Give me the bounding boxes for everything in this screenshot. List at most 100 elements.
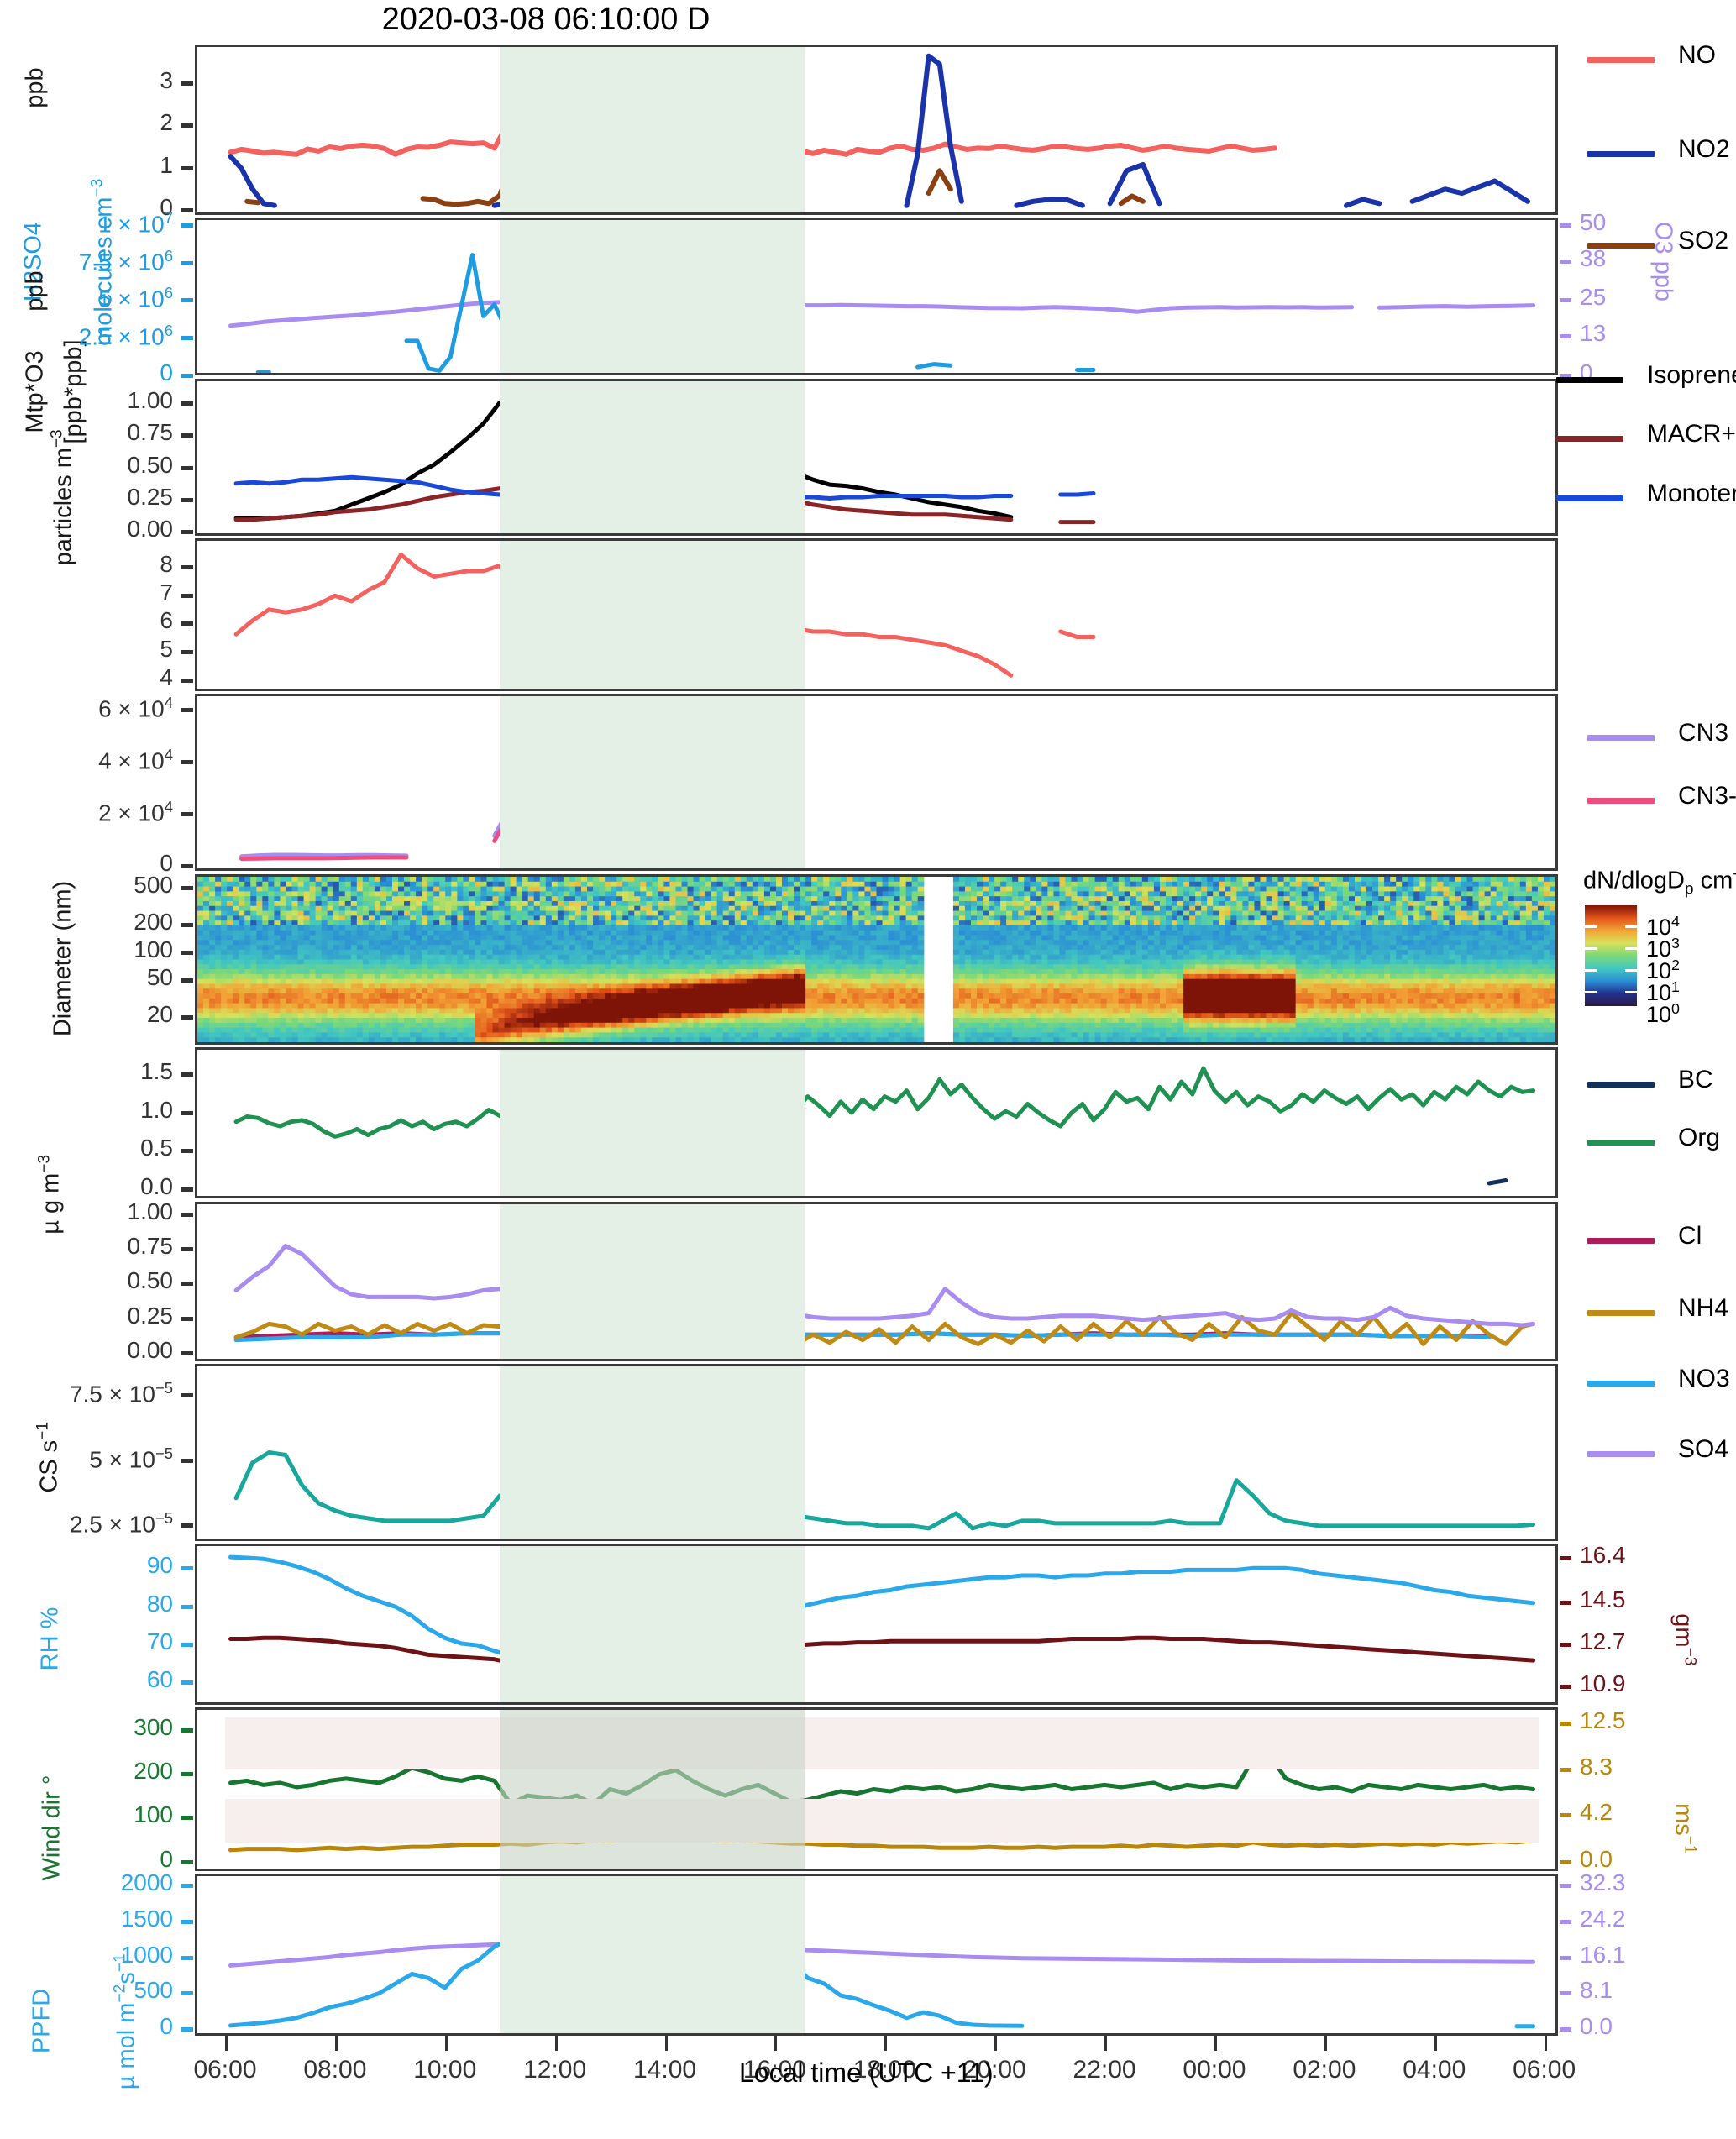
y-tick-mark-right (1560, 1768, 1571, 1772)
y-tick-mark-right (1560, 1991, 1571, 1995)
legend-label-macr-mvk: MACR+MVK (1647, 420, 1736, 448)
y-tick-mark (181, 166, 193, 170)
x-tick-mark (1545, 2036, 1547, 2051)
y-tick-mark (181, 223, 193, 228)
y-tick-mark-right (1560, 1643, 1571, 1647)
y-tick-label: 1.00 (0, 387, 173, 414)
colorbar-tick-mark (1625, 925, 1637, 928)
y-tick-label: 4 × 104 (0, 746, 173, 774)
y-tick-label: 2.5 × 10−5 (0, 1509, 173, 1538)
y-tick-mark (181, 1860, 193, 1864)
colorbar-tick-mark (1625, 991, 1637, 993)
colorbar-title: dN/dlogDp cm−3 (1583, 866, 1736, 899)
panel-ppfd (195, 1874, 1558, 2036)
colorbar-tick-mark (1585, 925, 1597, 928)
y-tick-mark (181, 621, 193, 626)
y-tick-mark (181, 1816, 193, 1820)
y-tick-mark-right (1560, 1860, 1571, 1864)
y-tick-label: 6 (0, 607, 173, 634)
y-tick-mark (181, 760, 193, 764)
y-tick-mark (181, 1247, 193, 1251)
event-shading (500, 1710, 805, 1869)
y-tick-mark-right (1560, 1601, 1571, 1605)
y-tick-mark-right (1560, 223, 1571, 228)
ylabel-o3: O3 ppb (1649, 195, 1677, 329)
y-tick-mark-right (1560, 1685, 1571, 1689)
y-tick-mark (181, 679, 193, 683)
legend-label-no2: NO2 (1678, 135, 1730, 164)
y-tick-label: 8 (0, 551, 173, 578)
legend-swatch-so2 (1587, 243, 1655, 249)
y-tick-mark (181, 565, 193, 569)
y-tick-mark (181, 650, 193, 654)
legend-swatch-cn3-cn14 (1587, 798, 1655, 804)
y-tick-label: 200 (0, 909, 173, 936)
y-tick-mark (181, 1728, 193, 1733)
legend-label-bc: BC (1678, 1066, 1713, 1094)
y-tick-label-right: 16.4 (1580, 1542, 1626, 1569)
y-tick-mark (181, 1282, 193, 1286)
panel-bc-org (195, 1047, 1558, 1198)
y-tick-mark-right (1560, 1556, 1571, 1560)
x-tick-mark (1324, 2036, 1327, 2051)
legend-swatch-cn3 (1587, 735, 1655, 741)
panel-cs (195, 1364, 1558, 1541)
x-tick-mark (555, 2036, 558, 2051)
y-tick-mark (181, 1459, 193, 1463)
y-tick-mark-right (1560, 334, 1571, 338)
y-tick-mark (181, 261, 193, 265)
event-shading (500, 1204, 805, 1359)
legend-swatch-monoterpenes (1556, 495, 1623, 501)
y-tick-mark (181, 1956, 193, 1960)
y-tick-mark (181, 1393, 193, 1397)
y-tick-label: 200 (0, 1758, 173, 1785)
y-tick-label-right: 32.3 (1580, 1869, 1626, 1896)
legend-swatch-cl (1587, 1238, 1655, 1244)
y-tick-label: 20 (0, 1001, 173, 1028)
panel-h2so4-o3 (195, 218, 1558, 375)
legend-label-nh4: NH4 (1678, 1294, 1728, 1323)
figure-title: 2020-03-08 06:10:00 D (0, 2, 1092, 38)
legend-label-cn3: CN3 (1678, 719, 1728, 747)
x-tick-label: 06:00 (1492, 2056, 1597, 2084)
colorbar-tick-mark (1585, 947, 1597, 950)
x-tick-label: 08:00 (283, 2056, 387, 2084)
y-tick-label: 0 (0, 2013, 173, 2040)
legend-swatch-no2 (1587, 151, 1655, 157)
y-tick-mark (181, 1213, 193, 1217)
y-tick-label-right: 14.5 (1580, 1586, 1626, 1613)
y-tick-mark (181, 1111, 193, 1115)
y-tick-mark (181, 208, 193, 212)
y-tick-mark (181, 123, 193, 128)
y-tick-mark-right (1560, 298, 1571, 302)
y-tick-label: 100 (0, 1801, 173, 1828)
y-tick-label: 1 × 107 (0, 209, 173, 238)
legend-swatch-nh4 (1587, 1310, 1655, 1316)
panel-rh (195, 1544, 1558, 1705)
y-tick-label-right: 12.5 (1580, 1707, 1626, 1734)
y-tick-label: 0.75 (0, 1233, 173, 1260)
x-tick-mark (994, 2036, 997, 2051)
x-tick-label: 02:00 (1272, 2056, 1377, 2084)
x-tick-mark (1104, 2036, 1107, 2051)
y-tick-mark (181, 886, 193, 890)
y-tick-mark (181, 864, 193, 868)
x-tick-label: 06:00 (173, 2056, 277, 2084)
y-tick-label-right: 13 (1580, 320, 1606, 347)
y-tick-label: 0.0 (0, 1173, 173, 1200)
y-tick-label-right: 24.2 (1580, 1906, 1626, 1932)
x-tick-label: 14:00 (613, 2056, 717, 2084)
y-tick-label: 5 × 106 (0, 284, 173, 312)
y-tick-mark (181, 298, 193, 302)
y-tick-mark (181, 466, 193, 470)
y-tick-label: 2000 (0, 1869, 173, 1896)
legend-label-so4: SO4 (1678, 1435, 1728, 1464)
y-tick-label: 0 (0, 1846, 173, 1873)
y-tick-mark-right (1560, 260, 1571, 264)
y-tick-mark (181, 1317, 193, 1321)
x-tick-mark (1214, 2036, 1217, 2051)
y-tick-label: 70 (0, 1628, 173, 1655)
y-tick-mark (181, 1680, 193, 1685)
y-tick-mark (181, 1187, 193, 1192)
panel-voc (195, 379, 1558, 536)
